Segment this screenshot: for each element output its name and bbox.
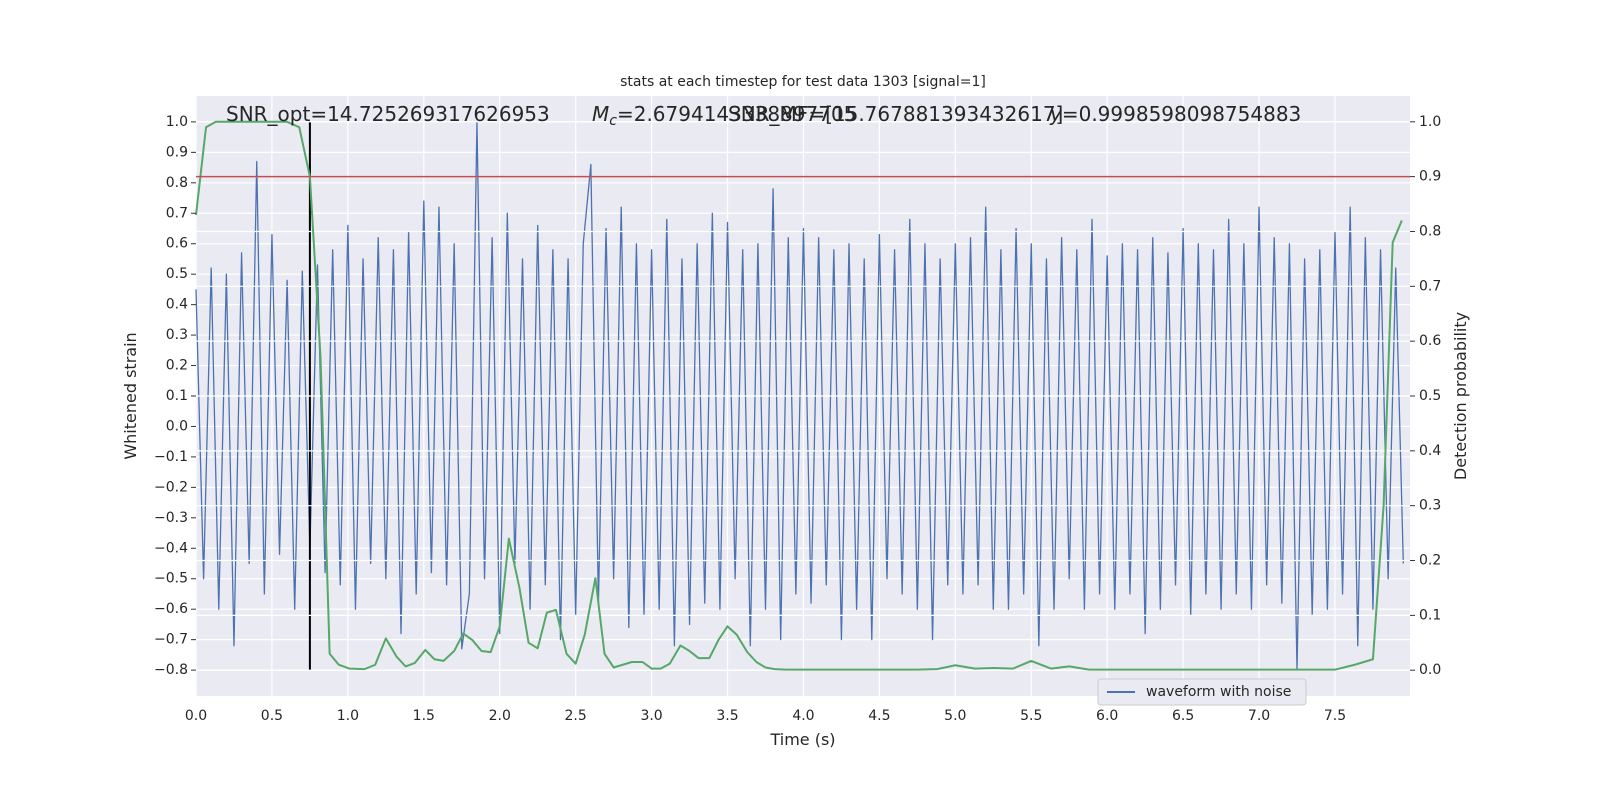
y2-tick-label: 1.0 — [1419, 114, 1441, 130]
y-tick-label: −0.7 — [154, 632, 188, 648]
y2-tick-label: 0.9 — [1419, 169, 1441, 185]
annotation-symbol: y — [1049, 102, 1063, 126]
y-tick-label: −0.2 — [154, 479, 188, 495]
x-tick-label: 6.0 — [1096, 708, 1118, 724]
x-tick-label: 6.5 — [1172, 708, 1194, 724]
y2-tick-label: 0.0 — [1419, 662, 1441, 678]
x-tick-label: 3.5 — [716, 708, 738, 724]
legend-label: waveform with noise — [1146, 684, 1291, 700]
y-tick-label: 0.7 — [166, 205, 188, 221]
annotation-symbol: M — [592, 102, 609, 126]
x-tick-label: 0.5 — [261, 708, 283, 724]
y-tick-label: −0.8 — [154, 662, 188, 678]
y-tick-label: 0.0 — [166, 418, 188, 434]
y2-tick-label: 0.3 — [1419, 498, 1441, 514]
annotation: y=0.9998598098754883 — [1049, 102, 1301, 126]
y2-tick-label: 0.7 — [1419, 278, 1441, 294]
y-tick-label: −0.5 — [154, 571, 188, 587]
y-axis-label: Whitened strain — [121, 332, 140, 459]
y-tick-label: 0.9 — [166, 144, 188, 160]
annotation: Mc=2.6794143338897705 — [592, 102, 856, 129]
y-tick-label: 1.0 — [166, 114, 188, 130]
annotation-text: =0.9998598098754883 — [1062, 102, 1301, 126]
plot-layer — [195, 96, 1410, 696]
x-tick-label: 7.0 — [1248, 708, 1270, 724]
annotation-text: SNR_MF=[15.767881393432617] — [728, 102, 1063, 126]
series-line — [195, 121, 1404, 671]
y2-tick-label: 0.2 — [1419, 553, 1441, 569]
y-tick-label: 0.6 — [166, 236, 188, 252]
y-tick-label: −0.1 — [154, 449, 188, 465]
annotation-text: =2.6794143338897705 — [617, 102, 856, 126]
y-tick-label: 0.3 — [166, 327, 188, 343]
annotation-text: SNR_opt=14.725269317626953 — [226, 102, 550, 126]
y2-tick-label: 0.8 — [1419, 223, 1441, 239]
x-tick-label: 1.0 — [337, 708, 359, 724]
annotation-subscript: c — [609, 113, 617, 129]
x-tick-label: 5.5 — [1020, 708, 1042, 724]
y-tick-label: −0.6 — [154, 601, 188, 617]
y-tick-label: 0.2 — [166, 358, 188, 374]
chart-title: stats at each timestep for test data 130… — [620, 74, 986, 90]
y-tick-label: 0.4 — [166, 297, 188, 313]
y2-tick-label: 0.4 — [1419, 443, 1441, 459]
x-tick-label: 2.0 — [489, 708, 511, 724]
y2-tick-label: 0.6 — [1419, 333, 1441, 349]
x-tick-label: 3.0 — [640, 708, 662, 724]
x-tick-label: 7.5 — [1324, 708, 1346, 724]
legend-box — [1097, 678, 1307, 706]
x-tick-label: 1.5 — [413, 708, 435, 724]
y-tick-label: 0.1 — [166, 388, 188, 404]
y-tick-label: −0.4 — [154, 540, 188, 556]
y2-axis-label: Detection probability — [1451, 312, 1470, 480]
series-line — [195, 120, 1403, 671]
annotation: SNR_opt=14.725269317626953 — [226, 102, 550, 126]
x-tick-label: 2.5 — [565, 708, 587, 724]
y2-tick-label: 0.5 — [1419, 388, 1441, 404]
x-tick-label: 0.0 — [185, 708, 207, 724]
x-axis-label: Time (s) — [769, 730, 835, 749]
y-tick-label: −0.3 — [154, 510, 188, 526]
x-tick-label: 4.5 — [868, 708, 890, 724]
y-tick-label: 0.8 — [166, 175, 188, 191]
x-tick-label: 4.0 — [792, 708, 814, 724]
x-tick-label: 5.0 — [944, 708, 966, 724]
y2-tick-label: 0.1 — [1419, 607, 1441, 623]
annotation: SNR_MF=[15.767881393432617] — [728, 102, 1063, 126]
y-tick-label: 0.5 — [166, 266, 188, 282]
